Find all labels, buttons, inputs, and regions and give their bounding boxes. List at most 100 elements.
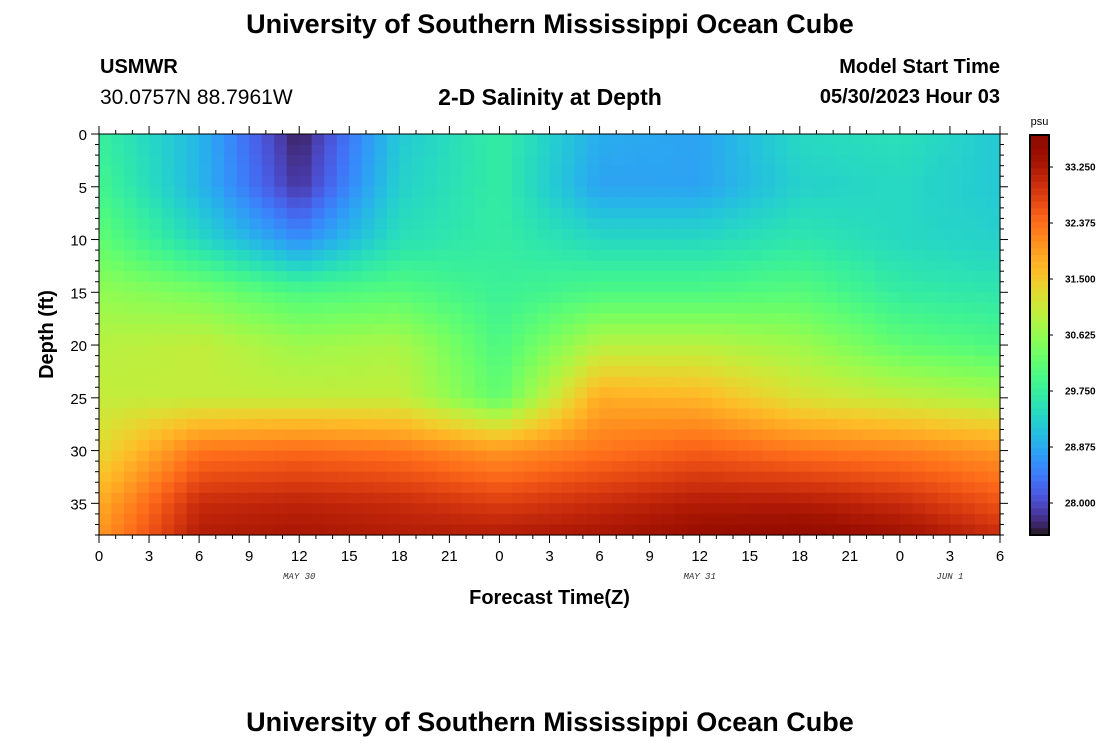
colorbar-segment — [1030, 355, 1049, 363]
heatmap-cell — [474, 345, 488, 357]
heatmap-cell — [862, 250, 876, 262]
heatmap-cell — [499, 144, 513, 156]
heatmap-cell — [899, 197, 913, 209]
heatmap-cell — [987, 165, 1001, 177]
heatmap-cell — [411, 429, 425, 441]
heatmap-cell — [186, 429, 200, 441]
heatmap-cell — [837, 260, 851, 272]
heatmap-cell — [324, 408, 338, 420]
heatmap-cell — [311, 165, 325, 177]
heatmap-cell — [849, 345, 863, 357]
heatmap-cell — [111, 281, 125, 293]
heatmap-cell — [887, 524, 901, 536]
heatmap-cell — [899, 482, 913, 494]
heatmap-cell — [887, 250, 901, 262]
heatmap-cell — [536, 218, 551, 230]
heatmap-cell — [549, 134, 563, 146]
heatmap-cell — [249, 292, 263, 304]
heatmap-cell — [649, 440, 663, 452]
heatmap-cell — [261, 323, 275, 336]
heatmap-cell — [774, 271, 788, 283]
heatmap-cell — [674, 524, 688, 536]
heatmap-cell — [949, 323, 964, 336]
colorbar-segment — [1030, 395, 1049, 403]
heatmap-cell — [486, 429, 501, 441]
heatmap-cell — [924, 313, 939, 325]
heatmap-cell — [324, 176, 338, 188]
heatmap-cell — [524, 461, 538, 473]
heatmap-cell — [937, 513, 951, 526]
heatmap-cell — [236, 134, 250, 146]
heatmap-cell — [124, 271, 138, 283]
heatmap-cell — [787, 176, 801, 188]
heatmap-cell — [174, 228, 188, 241]
heatmap-cell — [787, 271, 801, 283]
heatmap-cell — [937, 302, 951, 314]
heatmap-cell — [224, 429, 238, 441]
heatmap-cell — [511, 313, 526, 325]
heatmap-cell — [712, 503, 726, 515]
heatmap-cell — [224, 440, 238, 452]
heatmap-cell — [824, 218, 838, 230]
heatmap-cell — [974, 165, 989, 177]
heatmap-cell — [649, 260, 663, 272]
heatmap-cell — [812, 376, 826, 388]
heatmap-cell — [299, 355, 313, 367]
heatmap-cell — [587, 165, 601, 177]
heatmap-cell — [274, 355, 288, 367]
heatmap-cell — [261, 450, 275, 462]
heatmap-cell — [787, 387, 801, 399]
y-tick-label: 10 — [70, 233, 87, 250]
heatmap-cell — [649, 250, 663, 262]
heatmap-cell — [386, 134, 400, 146]
heatmap-cell — [349, 471, 363, 483]
heatmap-cell — [311, 155, 325, 167]
heatmap-cell — [474, 302, 488, 314]
heatmap-cell — [224, 503, 238, 515]
heatmap-cell — [261, 355, 275, 367]
heatmap-cell — [812, 218, 826, 230]
heatmap-cell — [424, 323, 438, 336]
heatmap-cell — [211, 440, 225, 452]
heatmap-cell — [812, 513, 826, 526]
heatmap-cell — [186, 397, 200, 409]
heatmap-cell — [474, 281, 488, 293]
heatmap-cell — [924, 355, 939, 367]
heatmap-cell — [486, 524, 501, 536]
heatmap-cell — [962, 197, 976, 209]
heatmap-cell — [562, 250, 576, 262]
heatmap-cell — [749, 440, 763, 452]
heatmap-cell — [511, 134, 526, 146]
heatmap-cell — [762, 144, 776, 156]
heatmap-cell — [411, 323, 425, 336]
heatmap-cell — [174, 524, 188, 536]
heatmap-cell — [962, 144, 976, 156]
heatmap-cell — [411, 228, 425, 241]
heatmap-cell — [749, 429, 763, 441]
heatmap-cell — [149, 408, 163, 420]
heatmap-cell — [399, 260, 413, 272]
heatmap-cell — [862, 281, 876, 293]
heatmap-cell — [174, 482, 188, 494]
heatmap-cell — [562, 239, 576, 251]
heatmap-cell — [837, 165, 851, 177]
heatmap-cell — [324, 134, 338, 146]
heatmap-cell — [699, 239, 713, 251]
heatmap-cell — [724, 250, 738, 262]
heatmap-cells — [99, 134, 1001, 536]
heatmap-cell — [111, 408, 125, 420]
heatmap-cell — [249, 471, 263, 483]
heatmap-cell — [261, 408, 275, 420]
heatmap-cell — [474, 492, 488, 504]
heatmap-cell — [524, 440, 538, 452]
heatmap-cell — [99, 218, 113, 230]
heatmap-cell — [474, 450, 488, 462]
heatmap-cell — [536, 313, 551, 325]
heatmap-cell — [274, 471, 288, 483]
heatmap-cell — [361, 292, 375, 304]
heatmap-cell — [461, 524, 476, 536]
heatmap-cell — [762, 429, 776, 441]
heatmap-cell — [974, 450, 989, 462]
heatmap-cell — [399, 461, 413, 473]
heatmap-cell — [249, 503, 263, 515]
